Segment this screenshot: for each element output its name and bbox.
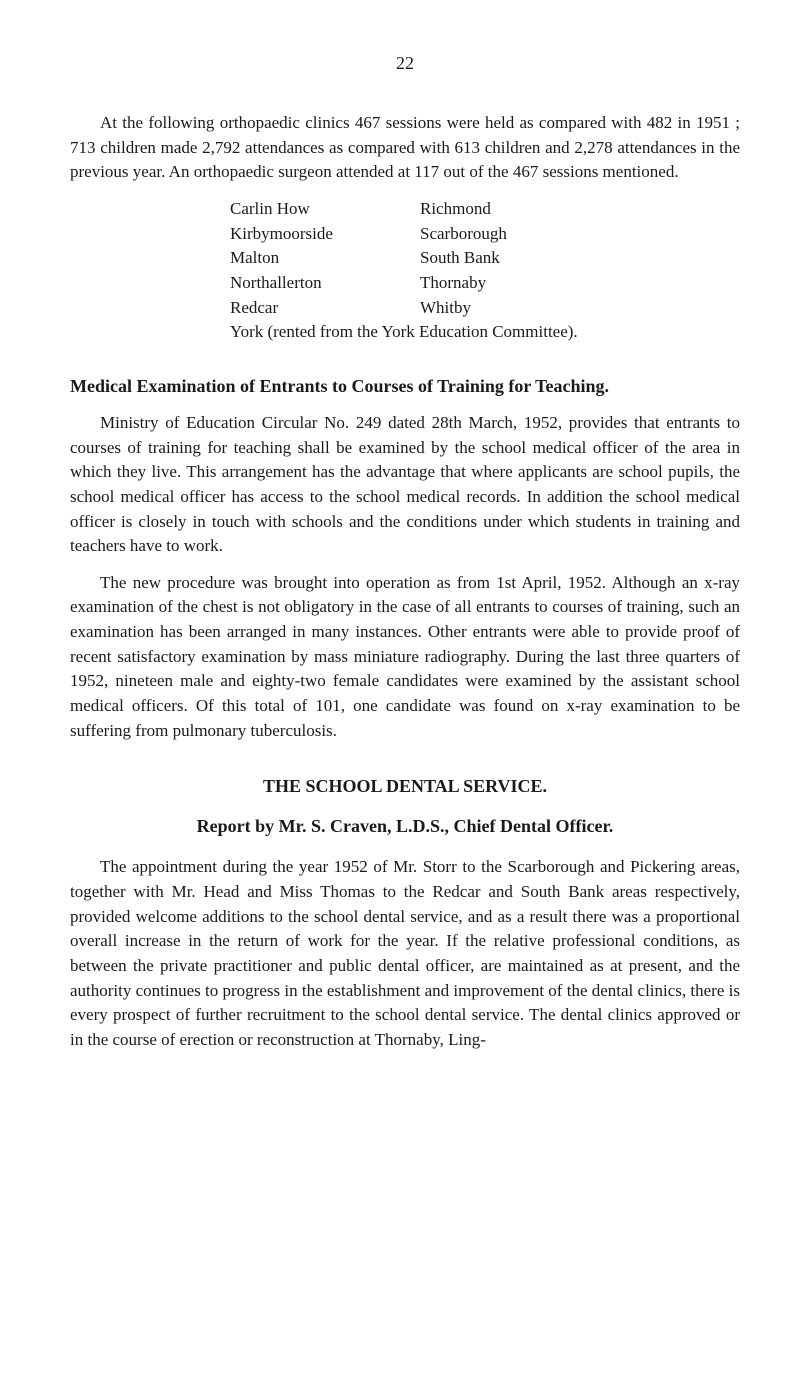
clinic-left: Carlin How [230, 197, 420, 222]
intro-paragraph: At the following orthopaedic clinics 467… [70, 111, 740, 185]
clinic-right: Whitby [420, 296, 620, 321]
clinic-left: Kirbymoorside [230, 222, 420, 247]
clinic-left: Redcar [230, 296, 420, 321]
clinic-row: York (rented from the York Education Com… [230, 320, 740, 345]
dental-subheading: Report by Mr. S. Craven, L.D.S., Chief D… [70, 813, 740, 839]
page-number: 22 [70, 50, 740, 76]
clinic-right: South Bank [420, 246, 620, 271]
clinic-row: Malton South Bank [230, 246, 740, 271]
clinic-left: Northallerton [230, 271, 420, 296]
clinic-row: Carlin How Richmond [230, 197, 740, 222]
clinic-left: Malton [230, 246, 420, 271]
clinic-row: Redcar Whitby [230, 296, 740, 321]
clinic-right: Richmond [420, 197, 620, 222]
dental-heading: THE SCHOOL DENTAL SERVICE. [70, 773, 740, 799]
clinic-row: Northallerton Thornaby [230, 271, 740, 296]
medical-heading: Medical Examination of Entrants to Cours… [70, 373, 740, 399]
dental-paragraph-1: The appointment during the year 1952 of … [70, 855, 740, 1052]
clinic-locations-table: Carlin How Richmond Kirbymoorside Scarbo… [230, 197, 740, 345]
clinic-row: Kirbymoorside Scarborough [230, 222, 740, 247]
clinic-final: York (rented from the York Education Com… [230, 320, 630, 345]
clinic-right: Thornaby [420, 271, 620, 296]
medical-section: Medical Examination of Entrants to Cours… [70, 373, 740, 743]
clinic-right: Scarborough [420, 222, 620, 247]
medical-paragraph-1: Ministry of Education Circular No. 249 d… [70, 411, 740, 559]
medical-paragraph-2: The new procedure was brought into opera… [70, 571, 740, 743]
